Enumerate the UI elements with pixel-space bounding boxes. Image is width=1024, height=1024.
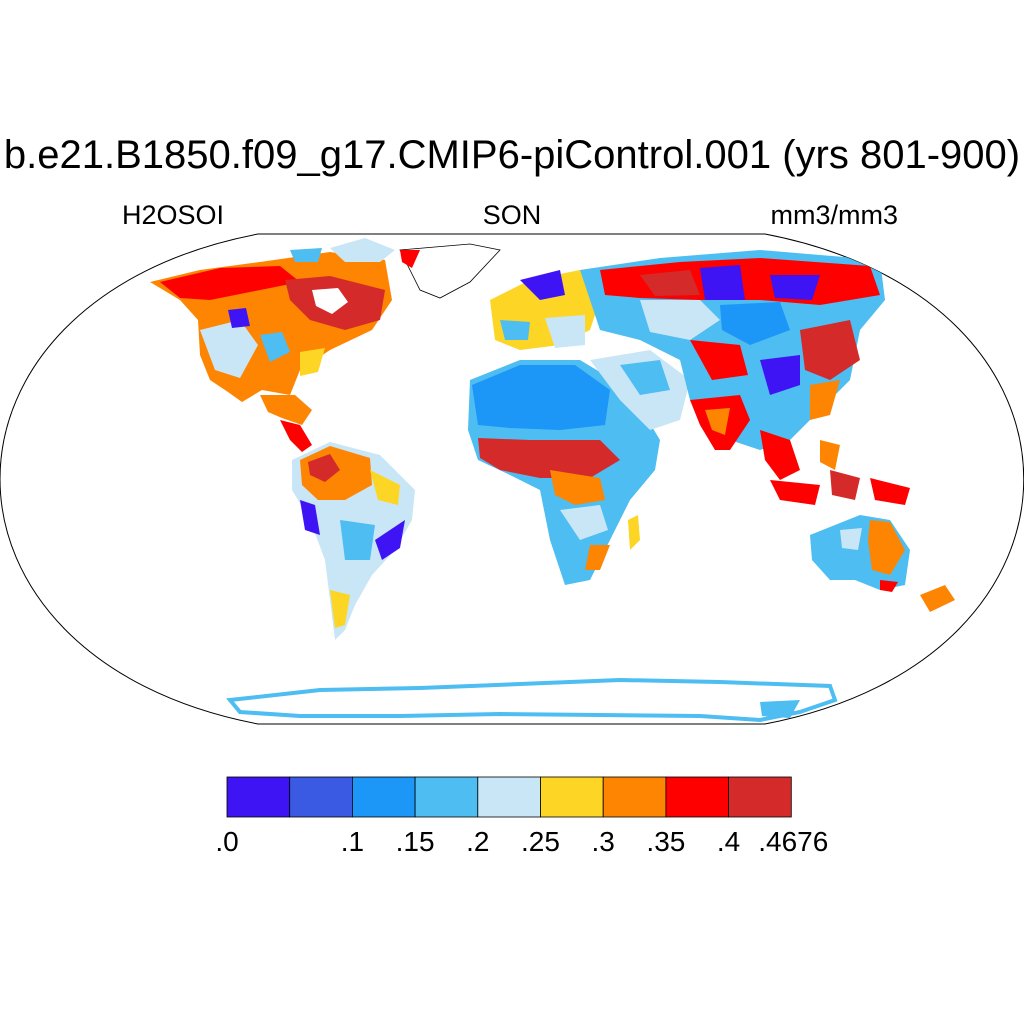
colorbar-box bbox=[477, 776, 541, 818]
south-america bbox=[292, 442, 415, 640]
colorbar-tick-label: .35 bbox=[646, 826, 686, 857]
units-label: mm3/mm3 bbox=[770, 200, 899, 230]
colorbar bbox=[226, 776, 792, 818]
colorbar-box bbox=[226, 776, 291, 818]
australia bbox=[810, 515, 910, 592]
colorbar-box bbox=[540, 776, 604, 818]
colorbar-box bbox=[351, 776, 416, 818]
colorbar-tick-label: .25 bbox=[521, 826, 560, 857]
colorbar-box bbox=[602, 776, 667, 818]
colorbar-tick-label: .4676 bbox=[758, 826, 829, 857]
colorbar-box bbox=[414, 776, 479, 818]
colorbar-tick-label: .0 bbox=[215, 826, 239, 857]
colorbar-box bbox=[289, 776, 353, 818]
colorbar-tick-label: .4 bbox=[716, 826, 741, 857]
greenland bbox=[399, 243, 501, 299]
colorbar-tick-label: .15 bbox=[395, 826, 435, 857]
colorbar-tick-label: .1 bbox=[340, 826, 365, 857]
antarctica bbox=[226, 677, 838, 723]
africa bbox=[468, 360, 660, 585]
plot-title: b.e21.B1850.f09_g17.CMIP6-piControl.001 … bbox=[3, 133, 1021, 177]
colorbar-tick-label: .2 bbox=[466, 826, 490, 857]
europe bbox=[490, 270, 600, 350]
north-america bbox=[150, 238, 395, 452]
colorbar-tick-label: .3 bbox=[591, 826, 615, 857]
colorbar-box bbox=[665, 776, 730, 818]
variable-label: H2OSOI bbox=[122, 200, 225, 230]
maritime-continent bbox=[770, 470, 910, 505]
season-label: SON bbox=[482, 200, 542, 230]
new-zealand bbox=[920, 585, 955, 612]
asia bbox=[580, 250, 885, 480]
colorbar-box bbox=[728, 776, 792, 818]
middle-east bbox=[590, 350, 690, 430]
